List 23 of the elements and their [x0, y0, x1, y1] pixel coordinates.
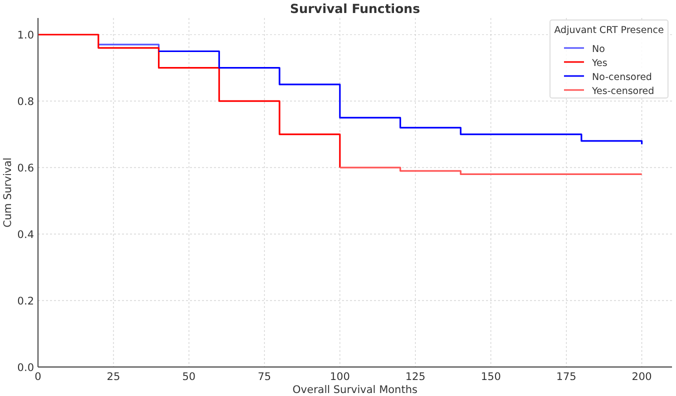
chart-title: Survival Functions [290, 1, 420, 16]
x-tick-label: 150 [480, 371, 501, 383]
x-tick-label: 100 [330, 371, 350, 383]
x-axis-title: Overall Survival Months [292, 384, 418, 396]
y-tick-label: 1.0 [17, 30, 34, 42]
legend-label: No [592, 44, 606, 55]
x-tick-label: 125 [405, 371, 426, 383]
legend-title: Adjuvant CRT Presence [554, 25, 664, 36]
y-tick-label: 0.0 [17, 362, 34, 374]
legend-label: Yes [591, 58, 608, 69]
legend-label: No-censored [592, 72, 652, 83]
y-tick-label: 0.2 [17, 296, 34, 308]
x-tick-label: 200 [632, 371, 652, 383]
x-tick-label: 0 [34, 371, 42, 383]
y-tick-label: 0.8 [17, 96, 34, 108]
x-tick-label: 75 [258, 371, 272, 383]
y-tick-label: 0.6 [17, 162, 34, 175]
legend-label: Yes-censored [591, 86, 654, 97]
x-tick-label: 50 [182, 371, 196, 383]
y-axis-title: Cum Survival [2, 158, 14, 228]
x-tick-label: 175 [556, 371, 576, 383]
y-tick-label: 0.4 [17, 229, 34, 242]
x-tick-label: 25 [106, 371, 120, 383]
